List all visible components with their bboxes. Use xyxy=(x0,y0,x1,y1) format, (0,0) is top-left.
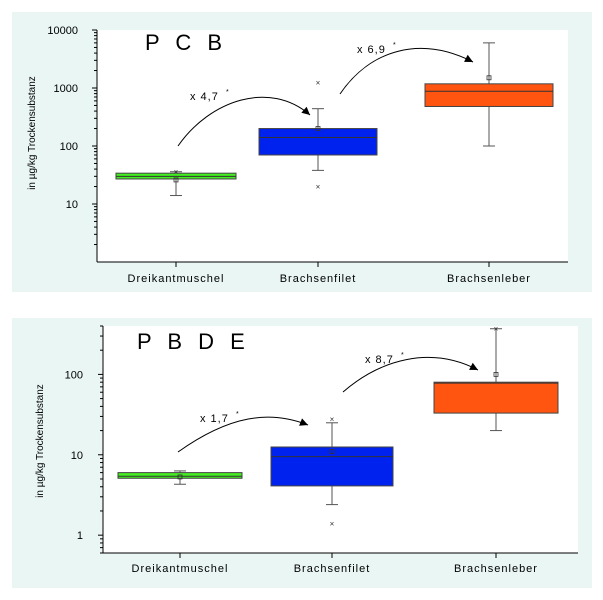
x-category-label: Brachsenleber xyxy=(447,273,531,285)
outlier-marker: × xyxy=(330,519,335,528)
annotation-superscript: * xyxy=(226,89,229,96)
y-tick-label: 1000 xyxy=(54,83,78,95)
annotation-arrowhead xyxy=(299,418,308,426)
annotation-arrow xyxy=(342,357,479,393)
box-body xyxy=(258,128,378,156)
annotation-arrowhead xyxy=(469,362,478,370)
chart-title: P B D E xyxy=(137,329,250,354)
y-tick-label: 10 xyxy=(66,199,78,211)
charts-root: 10 100 1000 10000 Dreikantmuschel Brachsenfil… xyxy=(12,12,592,588)
y-tick-label: 1 xyxy=(77,530,83,542)
x-category-label: Dreikantmuschel xyxy=(128,273,225,285)
annotation-label: x 1,7 xyxy=(200,413,229,425)
y-axis-label: in µg/kg Trockensubstanz xyxy=(35,384,46,498)
box-3: × xyxy=(433,325,559,432)
y-tick-label: 10 xyxy=(71,450,83,462)
x-category-label: Dreikantmuschel xyxy=(132,563,229,575)
box-1 xyxy=(117,470,243,485)
chart-panel-1: 10 100 1000 10000 Dreikantmuschel Brachsenfil… xyxy=(12,12,592,292)
outlier-marker: × xyxy=(330,415,335,424)
box-body xyxy=(117,472,243,479)
box-mean-marker xyxy=(329,449,335,454)
annotation-superscript: * xyxy=(401,352,404,359)
box-1: × xyxy=(115,168,237,197)
box-body xyxy=(270,446,394,487)
box-mean-marker xyxy=(173,177,179,183)
annotation-arrowhead xyxy=(301,106,310,115)
plot-area xyxy=(103,326,578,553)
annotation-arrowhead xyxy=(464,54,473,62)
box-body xyxy=(424,83,554,107)
y-tick-label: 100 xyxy=(65,369,83,381)
y-tick-label: 10000 xyxy=(47,25,78,37)
x-category-label: Brachsenfilet xyxy=(294,563,371,575)
outlier-marker: × xyxy=(316,78,321,87)
box-mean-marker xyxy=(486,75,492,81)
annotation-superscript: * xyxy=(236,411,239,418)
annotation-arrow xyxy=(339,48,474,95)
annotation-superscript: * xyxy=(393,42,396,49)
outlier-marker: × xyxy=(174,168,179,177)
y-tick-label: 100 xyxy=(60,141,78,153)
annotation-arrow xyxy=(177,96,311,147)
chart-title: P C B xyxy=(145,30,227,55)
box-mean-marker xyxy=(177,474,183,480)
chart-panel-2: 1 10 100 Dreikantmuschel Brachsenfilet Brachs… xyxy=(12,318,592,588)
outlier-marker: × xyxy=(316,183,321,192)
box-3 xyxy=(424,42,554,147)
x-category-label: Brachsenfilet xyxy=(280,273,357,285)
annotation-label: x 6,9 xyxy=(357,44,386,56)
box-mean-marker xyxy=(493,371,499,377)
box-2: ×× xyxy=(270,415,394,528)
annotation-arrow xyxy=(177,416,309,453)
x-category-label: Brachsenleber xyxy=(454,563,538,575)
box-mean-marker xyxy=(315,126,321,131)
annotation-label: x 4,7 xyxy=(190,91,219,103)
outlier-marker: × xyxy=(494,325,499,334)
box-body xyxy=(433,381,559,414)
y-axis-label: in µg/kg Trockensubstanz xyxy=(27,76,38,190)
annotation-label: x 8,7 xyxy=(365,354,394,366)
box-2: ×× xyxy=(258,78,378,192)
